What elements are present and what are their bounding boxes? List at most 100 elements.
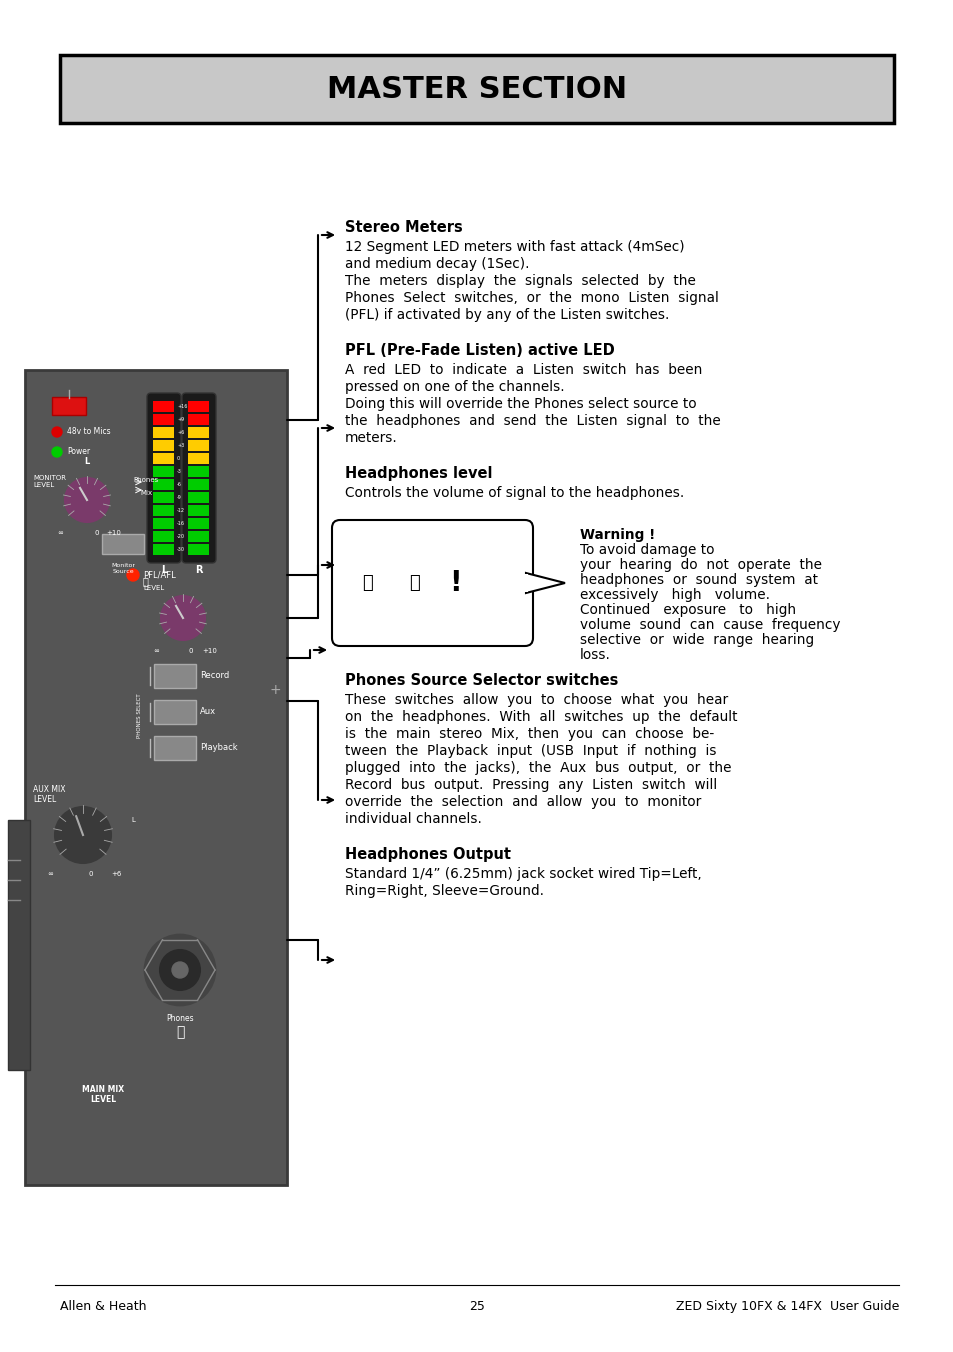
Text: R: R bbox=[195, 565, 203, 575]
FancyBboxPatch shape bbox=[152, 466, 173, 477]
Text: 0: 0 bbox=[94, 530, 99, 535]
Text: Phones: Phones bbox=[166, 1014, 193, 1023]
FancyBboxPatch shape bbox=[188, 479, 209, 489]
FancyBboxPatch shape bbox=[25, 370, 287, 1184]
Text: A  red  LED  to  indicate  a  Listen  switch  has  been: A red LED to indicate a Listen switch ha… bbox=[345, 362, 701, 377]
Text: 🔊: 🔊 bbox=[362, 575, 373, 592]
Text: 12 Segment LED meters with fast attack (4mSec): 12 Segment LED meters with fast attack (… bbox=[345, 241, 684, 254]
Text: +9: +9 bbox=[177, 416, 184, 422]
Text: -3: -3 bbox=[177, 469, 182, 475]
Circle shape bbox=[145, 936, 214, 1005]
Text: PFL/AFL: PFL/AFL bbox=[143, 571, 175, 580]
FancyBboxPatch shape bbox=[152, 531, 173, 542]
FancyBboxPatch shape bbox=[153, 700, 195, 725]
Text: Allen & Heath: Allen & Heath bbox=[60, 1301, 147, 1313]
FancyBboxPatch shape bbox=[188, 453, 209, 464]
Text: 0: 0 bbox=[89, 871, 93, 877]
Text: Power: Power bbox=[67, 448, 90, 457]
Circle shape bbox=[172, 963, 188, 977]
Text: +3: +3 bbox=[177, 443, 184, 448]
FancyBboxPatch shape bbox=[152, 427, 173, 438]
FancyBboxPatch shape bbox=[332, 521, 533, 646]
Text: loss.: loss. bbox=[579, 648, 610, 662]
Text: Playback: Playback bbox=[200, 744, 237, 753]
Text: plugged  into  the  jacks),  the  Aux  bus  output,  or  the: plugged into the jacks), the Aux bus out… bbox=[345, 761, 731, 775]
Text: L: L bbox=[131, 817, 134, 823]
Polygon shape bbox=[525, 573, 564, 594]
Text: +: + bbox=[269, 683, 280, 698]
FancyBboxPatch shape bbox=[152, 479, 173, 489]
Text: override  the  selection  and  allow  you  to  monitor: override the selection and allow you to … bbox=[345, 795, 700, 808]
Text: (PFL) if activated by any of the Listen switches.: (PFL) if activated by any of the Listen … bbox=[345, 308, 669, 322]
Text: tween  the  Playback  input  (USB  Input  if  nothing  is: tween the Playback input (USB Input if n… bbox=[345, 744, 716, 758]
Text: These  switches  allow  you  to  choose  what  you  hear: These switches allow you to choose what … bbox=[345, 694, 727, 707]
Text: pressed on one of the channels.: pressed on one of the channels. bbox=[345, 380, 564, 393]
FancyBboxPatch shape bbox=[182, 393, 215, 562]
Text: L: L bbox=[161, 565, 167, 575]
Text: -30: -30 bbox=[177, 548, 185, 552]
Circle shape bbox=[160, 950, 200, 990]
Text: individual channels.: individual channels. bbox=[345, 813, 481, 826]
Text: The  meters  display  the  signals  selected  by  the: The meters display the signals selected … bbox=[345, 274, 695, 288]
Text: 🎧: 🎧 bbox=[175, 1025, 184, 1038]
FancyBboxPatch shape bbox=[152, 518, 173, 529]
FancyBboxPatch shape bbox=[152, 453, 173, 464]
Text: ∞: ∞ bbox=[152, 648, 159, 654]
FancyBboxPatch shape bbox=[188, 402, 209, 412]
Text: 25: 25 bbox=[469, 1301, 484, 1313]
FancyBboxPatch shape bbox=[102, 534, 144, 554]
FancyBboxPatch shape bbox=[188, 414, 209, 425]
Text: 🎧: 🎧 bbox=[142, 576, 148, 585]
FancyBboxPatch shape bbox=[152, 506, 173, 516]
FancyBboxPatch shape bbox=[188, 544, 209, 556]
Text: 48v to Mics: 48v to Mics bbox=[67, 427, 111, 437]
Circle shape bbox=[161, 596, 205, 639]
Circle shape bbox=[127, 569, 139, 581]
FancyBboxPatch shape bbox=[152, 414, 173, 425]
Circle shape bbox=[52, 448, 62, 457]
Text: 👂: 👂 bbox=[409, 575, 420, 592]
Circle shape bbox=[65, 479, 109, 522]
Text: Controls the volume of signal to the headphones.: Controls the volume of signal to the hea… bbox=[345, 485, 683, 500]
Text: selective  or  wide  range  hearing: selective or wide range hearing bbox=[579, 633, 813, 648]
Text: volume  sound  can  cause  frequency: volume sound can cause frequency bbox=[579, 618, 840, 631]
FancyBboxPatch shape bbox=[152, 439, 173, 452]
Text: -12: -12 bbox=[177, 508, 185, 512]
Circle shape bbox=[52, 427, 62, 437]
Text: your  hearing  do  not  operate  the: your hearing do not operate the bbox=[579, 558, 821, 572]
FancyBboxPatch shape bbox=[188, 492, 209, 503]
Text: Phones: Phones bbox=[132, 477, 158, 483]
FancyBboxPatch shape bbox=[8, 821, 30, 1069]
Text: -6: -6 bbox=[177, 483, 182, 487]
Text: +6: +6 bbox=[177, 430, 184, 435]
Text: PFL (Pre-Fade Listen) active LED: PFL (Pre-Fade Listen) active LED bbox=[345, 343, 614, 358]
Text: Continued   exposure   to   high: Continued exposure to high bbox=[579, 603, 796, 617]
Text: -16: -16 bbox=[177, 521, 185, 526]
FancyBboxPatch shape bbox=[188, 531, 209, 542]
FancyBboxPatch shape bbox=[147, 393, 181, 562]
FancyBboxPatch shape bbox=[188, 466, 209, 477]
FancyBboxPatch shape bbox=[60, 55, 893, 123]
Text: and medium decay (1Sec).: and medium decay (1Sec). bbox=[345, 257, 529, 270]
Text: Aux: Aux bbox=[200, 707, 216, 717]
Text: +16: +16 bbox=[177, 404, 187, 410]
FancyBboxPatch shape bbox=[519, 575, 527, 592]
Text: Standard 1/4” (6.25mm) jack socket wired Tip=Left,: Standard 1/4” (6.25mm) jack socket wired… bbox=[345, 867, 701, 882]
Text: Mix: Mix bbox=[140, 489, 152, 496]
Text: meters.: meters. bbox=[345, 431, 397, 445]
Text: on  the  headphones.  With  all  switches  up  the  default: on the headphones. With all switches up … bbox=[345, 710, 737, 725]
FancyBboxPatch shape bbox=[153, 664, 195, 688]
FancyBboxPatch shape bbox=[153, 735, 195, 760]
Text: Record  bus  output.  Pressing  any  Listen  switch  will: Record bus output. Pressing any Listen s… bbox=[345, 777, 717, 792]
FancyBboxPatch shape bbox=[188, 506, 209, 516]
Text: Ring=Right, Sleeve=Ground.: Ring=Right, Sleeve=Ground. bbox=[345, 884, 543, 898]
Text: Headphones level: Headphones level bbox=[345, 466, 492, 481]
Text: Headphones Output: Headphones Output bbox=[345, 846, 511, 863]
Text: ∞: ∞ bbox=[57, 530, 63, 535]
Text: 0: 0 bbox=[189, 648, 193, 654]
Text: ∞: ∞ bbox=[47, 871, 52, 877]
FancyBboxPatch shape bbox=[188, 518, 209, 529]
Circle shape bbox=[55, 807, 111, 863]
Text: !: ! bbox=[448, 569, 461, 598]
Text: To avoid damage to: To avoid damage to bbox=[579, 544, 714, 557]
